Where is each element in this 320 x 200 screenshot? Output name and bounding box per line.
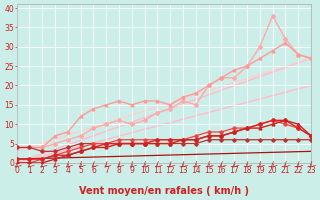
X-axis label: Vent moyen/en rafales ( km/h ): Vent moyen/en rafales ( km/h ) [79,186,249,196]
